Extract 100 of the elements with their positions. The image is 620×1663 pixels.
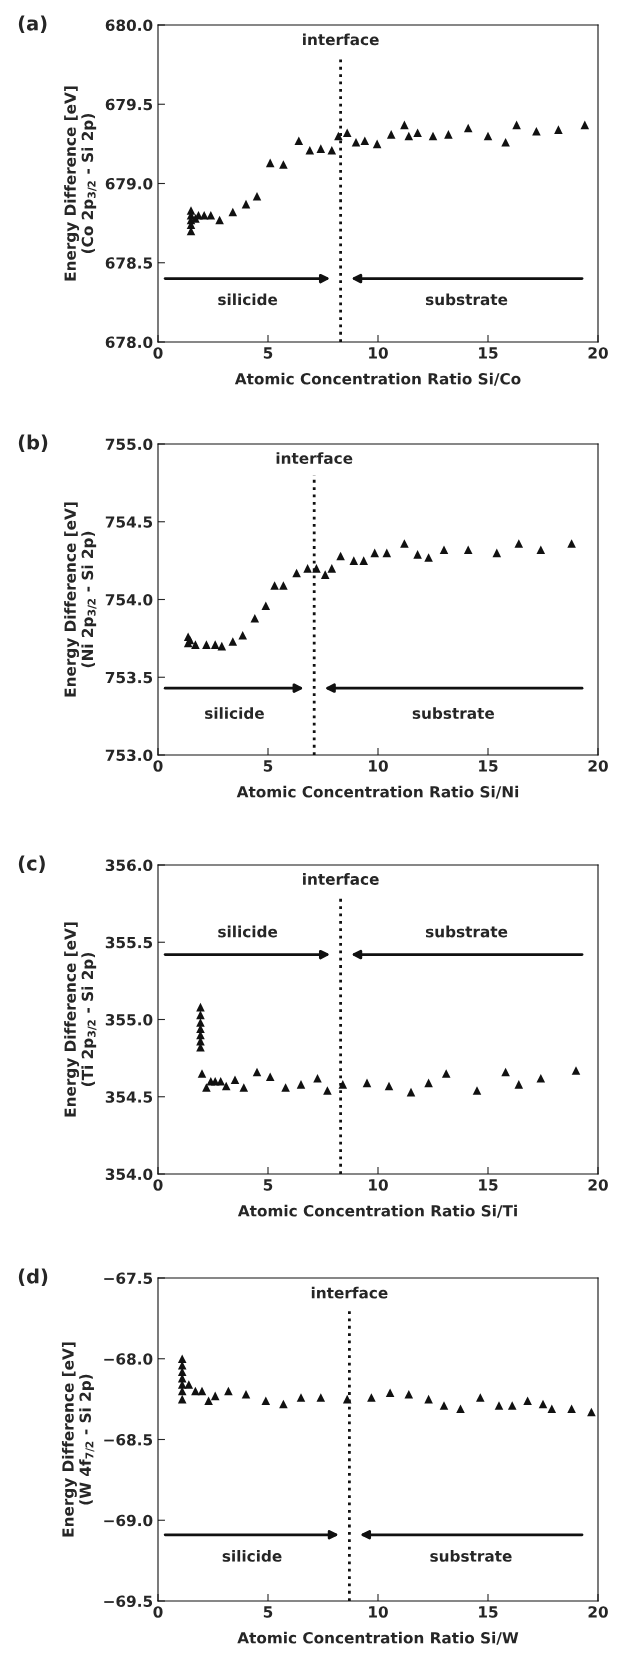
point — [323, 1086, 332, 1095]
y-tick-label: 356.0 — [105, 859, 153, 872]
y-tick-label: 754.0 — [105, 593, 153, 606]
point — [424, 553, 433, 562]
point — [265, 158, 275, 168]
point — [296, 1393, 306, 1402]
x-tick-label: 15 — [479, 1606, 498, 1618]
point — [439, 1401, 449, 1410]
point — [580, 120, 590, 130]
point — [463, 123, 473, 133]
annotation: substrate — [430, 1550, 512, 1562]
point — [338, 1080, 348, 1089]
point — [514, 1080, 524, 1089]
point — [385, 1388, 395, 1397]
x-tick-label: 5 — [263, 347, 273, 359]
point — [463, 545, 473, 555]
y-tick-label: 354.0 — [105, 1168, 153, 1181]
y-tick-label: 679.0 — [105, 177, 153, 190]
point — [554, 125, 563, 134]
point — [441, 1069, 451, 1078]
point — [547, 1404, 557, 1414]
point — [191, 640, 200, 649]
x-tick-label: 15 — [479, 760, 498, 772]
point — [404, 1390, 414, 1399]
point — [424, 1078, 433, 1088]
y-tick-label: 680.0 — [105, 19, 153, 32]
point — [507, 1401, 517, 1410]
point — [370, 548, 379, 558]
point — [320, 570, 330, 579]
point — [336, 551, 345, 561]
annotation: substrate — [425, 925, 508, 938]
y-tick-label: 355.0 — [105, 1013, 153, 1026]
chart-title: (d) — [18, 1268, 48, 1286]
x-tick-label: 10 — [369, 1606, 388, 1618]
point — [567, 539, 576, 548]
point — [303, 564, 312, 573]
x-tick-label: 0 — [153, 347, 163, 359]
point — [512, 120, 521, 130]
point — [567, 1404, 576, 1414]
x-tick-label: 20 — [588, 760, 608, 772]
y-tick-label: 753.0 — [105, 749, 153, 762]
point — [472, 1086, 482, 1095]
point — [372, 139, 382, 149]
x-tick-label: 5 — [263, 1606, 273, 1618]
x-tick-label: 15 — [479, 347, 498, 359]
annotation: interface — [276, 452, 353, 464]
x-tick-label: 10 — [369, 1179, 388, 1191]
point — [571, 1066, 581, 1075]
y-tick-label: −68.0 — [104, 1353, 153, 1365]
point — [279, 160, 288, 169]
x-axis-title: Atomic Concentration Ratio Si/Ni — [236, 785, 519, 799]
x-tick-label: 15 — [479, 1179, 498, 1191]
annotation: silicide — [222, 1550, 282, 1562]
point — [316, 1393, 326, 1402]
x-axis-title: Atomic Concentration Ratio Si/Ti — [237, 1204, 517, 1218]
x-tick-label: 5 — [263, 760, 273, 772]
point — [210, 640, 220, 649]
point — [476, 1393, 485, 1402]
point — [196, 1018, 205, 1027]
point — [316, 144, 326, 153]
point — [386, 130, 396, 139]
y-tick-label: −69.5 — [104, 1595, 153, 1608]
point — [413, 128, 422, 138]
point — [327, 564, 337, 573]
y-axis-title: Energy Difference [eV] (Ni 2p$_{3/2}$ - Si 2p) — [64, 502, 97, 697]
point — [523, 1396, 532, 1406]
x-tick-label: 0 — [153, 760, 163, 772]
point — [265, 1072, 275, 1081]
point — [238, 630, 247, 640]
point — [197, 1069, 207, 1078]
annotation: silicide — [218, 293, 278, 306]
point — [294, 136, 304, 145]
y-tick-label: 753.5 — [105, 671, 153, 684]
annotation: silicide — [205, 707, 264, 719]
point — [501, 138, 510, 147]
y-tick-label: −67.5 — [104, 1272, 153, 1285]
point — [400, 120, 409, 130]
y-axis-title: Energy Difference [eV] (Ti 2p$_{3/2}$ - Si 2p) — [64, 922, 97, 1117]
point — [217, 641, 227, 651]
chart-title: (c) — [18, 855, 45, 873]
y-axis-title: Energy Difference [eV] (W 4f$_{7/2}$ - Si 2p) — [61, 1342, 95, 1537]
x-tick-label: 20 — [588, 347, 608, 359]
point — [230, 1075, 240, 1085]
point — [360, 136, 370, 145]
point — [239, 1083, 249, 1092]
y-tick-label: 678.0 — [105, 336, 153, 349]
y-tick-label: 755.0 — [105, 438, 153, 451]
x-tick-label: 10 — [369, 347, 388, 359]
point — [444, 130, 453, 139]
point — [216, 1077, 225, 1086]
point — [210, 1391, 220, 1401]
point — [177, 1394, 187, 1404]
point — [228, 637, 238, 646]
annotation: interface — [303, 33, 379, 46]
point — [536, 545, 546, 555]
point — [270, 581, 279, 590]
point — [382, 548, 392, 558]
annotation: interface — [311, 1286, 388, 1299]
chart-title: (a) — [18, 15, 47, 33]
point — [184, 1380, 194, 1389]
